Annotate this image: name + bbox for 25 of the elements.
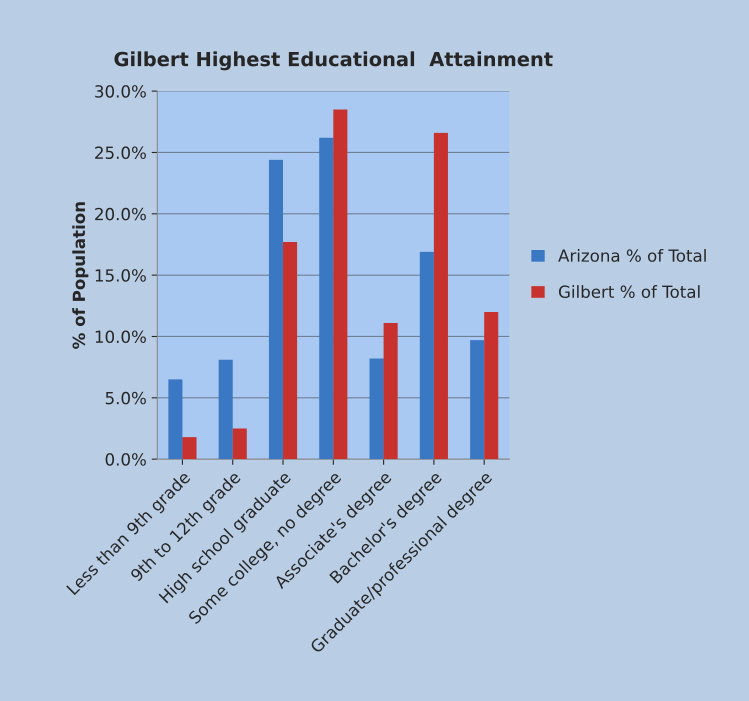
- bar: [218, 360, 233, 460]
- legend-label: Arizona % of Total: [558, 249, 706, 262]
- bar: [319, 138, 334, 460]
- bar: [434, 132, 448, 460]
- y-tick-label: 5.0%: [106, 392, 146, 404]
- y-tick-label: 10.0%: [96, 330, 146, 344]
- y-tick-label: 20.0%: [95, 208, 146, 220]
- legend-label: Gilbert % of Total: [558, 285, 700, 298]
- bar: [470, 340, 484, 460]
- bar: [268, 160, 284, 460]
- bar: [283, 242, 298, 460]
- bar: [484, 312, 498, 460]
- bar: [232, 428, 247, 460]
- y-tick-label: 15.0%: [96, 269, 146, 282]
- chart-title: Gilbert Highest Educational Attainment: [114, 51, 553, 70]
- bar: [384, 322, 398, 460]
- bar: [182, 437, 197, 460]
- bar: [370, 358, 384, 460]
- bar: [420, 252, 434, 460]
- y-tick-label: 30.0%: [95, 85, 146, 98]
- y-tick-label: 25.0%: [95, 146, 146, 160]
- y-axis-title: % of Population: [72, 202, 88, 349]
- y-tick-label: 0.0%: [106, 453, 146, 466]
- bar: [168, 379, 182, 460]
- bar: [333, 110, 348, 460]
